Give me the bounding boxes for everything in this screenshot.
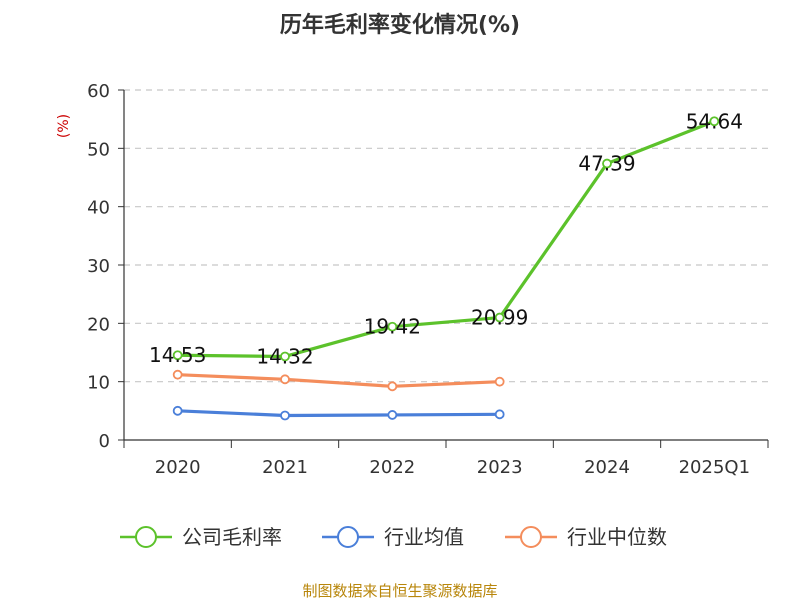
- data-point: [172, 405, 183, 416]
- data-label: 47.39: [578, 152, 635, 176]
- data-point: [709, 116, 720, 127]
- legend-label: 行业中位数: [567, 525, 667, 549]
- y-tick-label: 20: [87, 314, 110, 335]
- y-tick-label: 30: [87, 256, 110, 277]
- x-tick-label: 2022: [369, 457, 415, 478]
- data-label: 14.53: [149, 343, 206, 367]
- y-tick-label: 50: [87, 139, 110, 160]
- y-tick-label: 60: [87, 81, 110, 102]
- y-tick-labels: 0 10 20 30 40 50 60: [87, 81, 110, 452]
- chart-title: 历年毛利率变化情况(%): [280, 12, 520, 38]
- series-lines: [172, 116, 720, 421]
- x-tick-label: 2021: [262, 457, 308, 478]
- data-point: [602, 158, 612, 169]
- series-line-0: [177, 119, 715, 359]
- legend-label: 行业均值: [384, 525, 464, 549]
- legend-marker: [520, 526, 542, 548]
- legend-marker: [135, 526, 157, 548]
- legend-marker: [337, 526, 359, 548]
- data-point: [494, 409, 505, 420]
- data-point: [172, 350, 183, 361]
- data-point: [387, 381, 398, 392]
- data-label: 54.64: [686, 109, 743, 133]
- data-labels: 14.53 14.32 19.42 20.99 47.39 54.64: [149, 109, 743, 368]
- data-point: [280, 351, 290, 362]
- data-label: 19.42: [364, 315, 421, 339]
- data-label: 20.99: [471, 306, 528, 330]
- x-tick-label: 2024: [584, 457, 630, 478]
- x-tick-label: 2020: [155, 457, 201, 478]
- x-tick-labels: 2020 2021 2022 2023 2024 2025Q1: [155, 457, 750, 478]
- y-tick-label: 0: [99, 431, 110, 452]
- legend-item: 行业中位数: [505, 525, 667, 549]
- data-point: [172, 369, 183, 380]
- series-line-2: [177, 373, 500, 388]
- legend: 公司毛利率 行业均值 行业中位数: [120, 525, 667, 549]
- data-point: [387, 410, 398, 420]
- data-point: [280, 410, 290, 421]
- x-tick-label: 2023: [477, 457, 523, 478]
- y-tick-label: 10: [87, 373, 110, 394]
- data-label: 14.32: [256, 344, 313, 368]
- data-point: [494, 376, 505, 387]
- data-point: [280, 374, 290, 385]
- legend-item: 行业均值: [322, 525, 464, 549]
- grid-lines: [124, 89, 768, 383]
- data-point: [494, 312, 505, 323]
- data-source-note: 制图数据来自恒生聚源数据库: [302, 582, 497, 600]
- legend-item: 公司毛利率: [120, 525, 282, 549]
- y-axis-unit: (%): [56, 114, 72, 138]
- legend-label: 公司毛利率: [182, 525, 282, 549]
- y-tick-label: 40: [87, 198, 110, 219]
- x-tick-label: 2025Q1: [679, 457, 750, 478]
- axes: [118, 89, 769, 448]
- data-point: [387, 321, 398, 332]
- series-line-1: [177, 409, 500, 418]
